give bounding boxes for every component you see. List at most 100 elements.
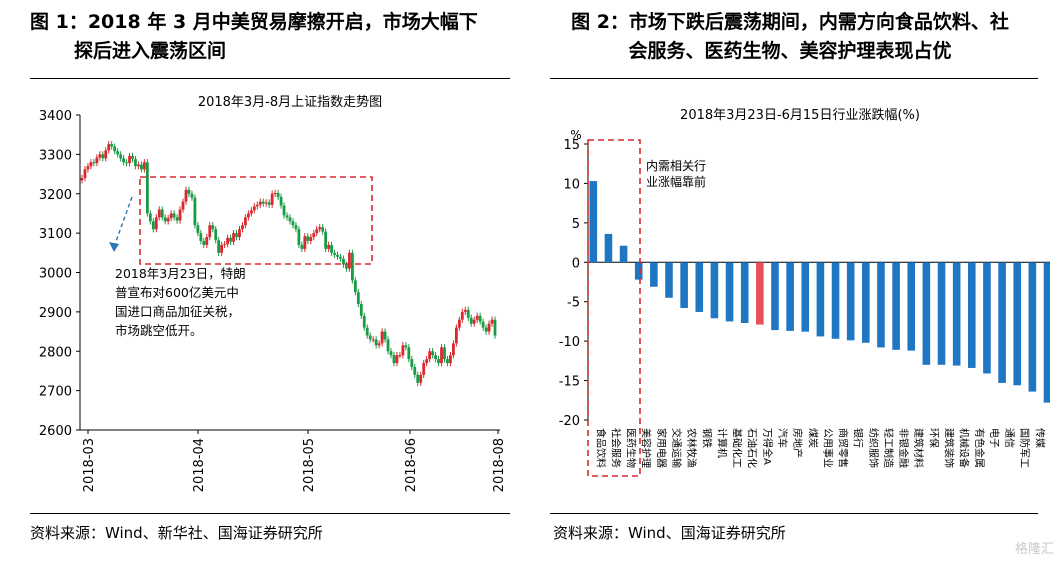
candle-body [336,254,339,257]
candle-body [315,229,319,234]
candle-body [452,343,455,356]
chart2-y-tick-label: -15 [559,375,580,390]
candle-body [407,347,411,360]
candle-body [463,309,467,312]
figure2-title-rule [550,78,1038,79]
candle-body [282,205,286,216]
figure1-title-line1: 图 1：2018 年 3 月中美贸易摩擦开启，市场大幅下 [30,11,478,33]
candle-body [404,345,408,348]
bar-国防军工 [1013,262,1022,386]
bar-基础化工 [725,262,734,322]
candle-body [98,154,102,158]
bar-万得全A [756,262,764,325]
candle-body [175,217,179,221]
candle-body [211,225,215,230]
candle-body [110,144,114,147]
candle-body [92,162,96,164]
candle-body [386,339,390,352]
candle-body [279,196,283,206]
candle-body [353,280,357,293]
chart2-annotation-line: 业涨幅靠前 [646,174,706,189]
chart2-category-label: 石油石化 [746,428,759,468]
candle-body [312,233,316,238]
candle-body [223,244,227,246]
chart1-dashed-box [139,176,373,265]
bar-农林牧渔 [680,262,688,309]
candle-body [235,233,238,238]
candle-body [309,237,313,241]
candle-body [389,351,393,356]
candle-body [131,155,134,160]
candle-body [330,244,333,253]
bar-纺织服饰 [862,262,870,343]
candle-body [104,150,108,159]
candle-body [478,315,482,322]
candle-body [440,347,443,364]
figure1-title-line2: 探后进入震荡区间 [74,40,227,62]
chart1-y-tick-label: 3400 [39,109,72,124]
bar-轻工制造 [877,262,885,348]
candle-body [172,213,176,218]
chart2-category-label: 医药生物 [625,428,638,468]
candle-body [472,319,476,324]
chart1-y-tick-label: 3200 [39,188,72,203]
candle-body [267,202,271,205]
candle-body [493,319,497,336]
candle-body [193,197,197,226]
candle-body [434,355,437,360]
candle-body [487,323,491,332]
candle-body [449,355,452,364]
chart2-category-label: 社会服务 [609,428,622,468]
candle-body [80,178,84,181]
candle-body [101,154,105,159]
candle-body [184,189,188,202]
chart1-arrow-head [109,242,119,252]
candle-body [437,359,440,364]
candle-body [202,241,206,245]
candle-body [89,162,93,167]
candle-body [443,347,446,360]
candle-body [395,355,399,364]
candle-body [86,166,90,170]
chart1-title: 2018年3月-8月上证指数走势图 [198,94,382,110]
chart2-category-label: 房地产 [791,428,804,458]
chart2-category-label: 综合 [1049,428,1051,448]
candle-body [484,327,488,332]
chart2-y-tick-label: 15 [563,138,580,153]
chart1-annotation-line: 市场跳空低开。 [115,323,203,338]
bar-商贸零售 [831,262,840,339]
candle-body [380,331,384,344]
candle-body [128,155,131,164]
chart2-annotation-text: 内需相关行业涨幅靠前 [646,159,706,189]
chart2-y-tick-label: 0 [572,256,580,271]
candle-body [288,217,292,222]
candle-body [205,237,209,245]
bar-家用电器 [650,262,658,287]
candle-body [454,327,458,344]
figure2-title: 图 2：市场下跌后震荡期间，内需方向食品饮料、社 会服务、医药生物、美容护理表现… [530,8,1050,66]
chart2-y-tick-label: -20 [559,414,580,429]
chart2-category-label: 家用电器 [655,428,668,468]
candle-body [348,252,351,269]
candle-body [107,144,111,151]
candle-body [241,225,244,230]
candle-body [383,331,387,340]
candle-body [276,192,280,197]
candle-body [365,327,369,336]
chart1-x-tick-label: 2018-06 [404,438,419,492]
industry-return-bar-chart: 2018年3月23日-6月15日行业涨跌幅(%)%15 10 5 0 -5 -10 -15 -… [559,107,1051,477]
chart2-y-tick-label: 10 [563,177,580,192]
chart2-category-label: 钢铁 [700,428,713,448]
figure2-title-line2: 会服务、医药生物、美容护理表现占优 [628,40,952,62]
chart2-y-tick-label: 5 [572,217,580,232]
candle-body [333,252,336,255]
candle-body [324,231,328,249]
candle-body [303,236,307,249]
candle-body [142,162,146,170]
chart2-title: 2018年3月23日-6月15日行业涨跌幅(%) [680,107,920,123]
candle-body [148,213,152,222]
candle-body [229,237,232,242]
bar-建筑装饰 [937,262,946,365]
candle-body [342,258,345,265]
candle-body [137,164,140,167]
